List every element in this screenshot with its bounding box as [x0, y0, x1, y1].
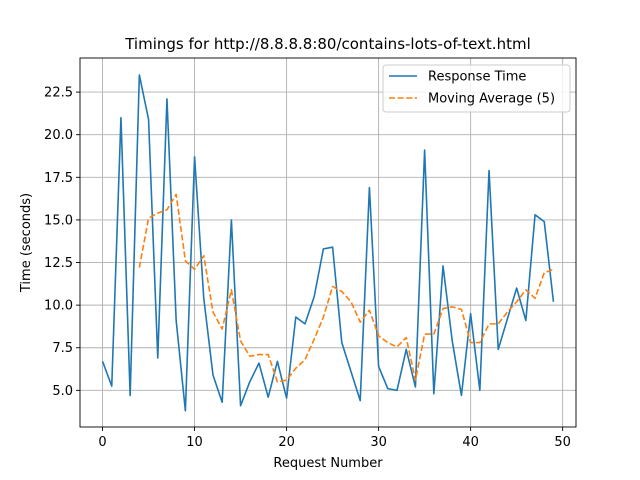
chart-title: Timings for http://8.8.8.8:80/contains-l… — [124, 35, 531, 53]
x-tick-label: 20 — [278, 435, 295, 450]
ticks: 0 10 20 30 40 50 5.0 7.5 10.0 12.5 15.0 17.5 20.0 22.… — [44, 86, 571, 450]
x-tick-label: 10 — [186, 435, 203, 450]
y-tick-label: 22.5 — [44, 86, 73, 101]
legend-label-response-time: Response Time — [428, 70, 526, 85]
y-tick-label: 10.0 — [44, 299, 73, 314]
y-tick-label: 15.0 — [44, 213, 73, 228]
y-tick-label: 7.5 — [52, 341, 73, 356]
legend-box — [382, 64, 571, 113]
series-line-moving-average — [138, 193, 554, 383]
series-line-response-time — [101, 74, 555, 412]
x-axis-label: Request Number — [273, 456, 383, 471]
y-tick-label: 5.0 — [52, 384, 73, 399]
plot-frame — [79, 57, 577, 428]
series-lines — [101, 74, 555, 412]
x-tick-label: 50 — [554, 435, 571, 450]
legend: Response Time Moving Average (5) — [382, 64, 571, 113]
y-tick-label: 20.0 — [44, 128, 73, 143]
x-tick-label: 30 — [370, 435, 387, 450]
y-axis-label: Time (seconds) — [19, 193, 34, 293]
x-tick-label: 0 — [98, 435, 106, 450]
y-tick-label: 17.5 — [44, 171, 73, 186]
y-tick-label: 12.5 — [44, 256, 73, 271]
legend-label-moving-average: Moving Average (5) — [428, 92, 555, 107]
x-tick-label: 40 — [462, 435, 479, 450]
